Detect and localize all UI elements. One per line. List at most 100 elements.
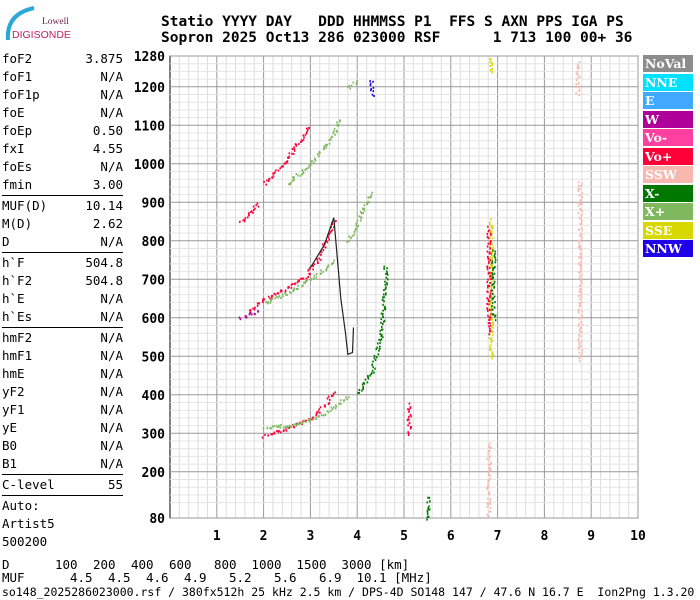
echo-point (319, 406, 322, 409)
echo-point (270, 433, 273, 436)
echo-point (493, 280, 496, 283)
y-tick-label: 400 (142, 389, 166, 404)
echo-point (362, 381, 365, 384)
echo-point (579, 244, 581, 247)
echo-point (267, 300, 269, 303)
parameter-value: N/A (100, 348, 123, 363)
echo-point (348, 84, 350, 87)
echo-point (577, 338, 580, 340)
echo-point (248, 313, 251, 316)
echo-point (318, 257, 320, 260)
echo-point (578, 86, 581, 89)
echo-point (257, 205, 260, 208)
echo-point (579, 188, 581, 191)
echo-point (491, 64, 494, 66)
echo-point (491, 258, 493, 261)
echo-point (293, 146, 295, 149)
auto-scaling-info: Auto: (2, 498, 40, 513)
echo-point (493, 295, 496, 298)
legend-item-vominus: Vo- (643, 129, 693, 146)
echo-point (367, 376, 369, 379)
echo-point (580, 252, 583, 255)
echo-point (355, 222, 358, 225)
echo-point (408, 402, 411, 405)
echo-point (262, 298, 264, 301)
echo-trace-xplus (265, 259, 335, 305)
parameter-value: N/A (100, 330, 123, 345)
echo-point (410, 426, 412, 428)
echo-point (491, 270, 494, 273)
echo-point (486, 486, 489, 489)
echo-point (380, 335, 382, 338)
echo-point (491, 305, 493, 308)
echo-point (489, 236, 491, 239)
echo-point (581, 323, 583, 326)
echo-point (492, 237, 494, 240)
echo-point (372, 360, 374, 363)
echo-point (363, 209, 366, 212)
echo-point (313, 274, 316, 277)
echo-point (253, 308, 256, 311)
echo-point (581, 213, 583, 216)
echo-point (318, 408, 320, 411)
echo-point (487, 286, 489, 289)
echo-point (311, 160, 313, 163)
echo-point (410, 415, 412, 418)
parameter-row: fxI 4.55 (2, 140, 123, 158)
parameter-value: N/A (100, 420, 123, 435)
echo-point (488, 229, 491, 232)
echo-point (489, 278, 492, 281)
echo-point (489, 455, 491, 458)
echo-point (488, 337, 491, 340)
echo-point (328, 398, 331, 401)
echo-point (305, 419, 308, 422)
parameter-row: hmF2 N/A (2, 329, 123, 347)
echo-trace-voplus (263, 126, 310, 186)
echo-point (362, 385, 364, 388)
echo-point (427, 496, 429, 499)
echo-point (330, 406, 333, 409)
echo-point (580, 214, 582, 217)
x-tick-label: 7 (494, 529, 502, 544)
echo-point (578, 346, 580, 348)
parameter-name: fxI (2, 141, 25, 156)
echo-point (580, 314, 583, 317)
echo-point (276, 292, 279, 295)
parameter-value: 4.55 (92, 141, 123, 156)
echo-point (579, 252, 582, 255)
echo-point (490, 286, 492, 289)
muf-cell: 100 (54, 557, 78, 572)
echo-point (315, 276, 317, 279)
echo-point (298, 143, 300, 146)
echo-point (307, 269, 309, 272)
echo-point (489, 329, 491, 332)
echo-point (320, 272, 323, 275)
parameter-row: h`F2 504.8 (2, 272, 123, 290)
echo-point (312, 416, 315, 419)
parameter-value: 3.875 (85, 51, 123, 66)
echo-point (490, 226, 493, 229)
echo-point (249, 312, 252, 315)
echo-point (262, 427, 265, 430)
echo-point (580, 292, 583, 295)
echo-point (380, 312, 383, 315)
muf-cell: 3000 (341, 557, 372, 572)
echo-point (334, 391, 337, 394)
echo-point (332, 394, 334, 397)
echo-point (301, 139, 303, 142)
echo-point (244, 315, 247, 318)
echo-point (366, 381, 369, 384)
echo-point (580, 354, 582, 357)
auto-scaling-info: Artist5 (2, 516, 55, 531)
echo-point (328, 138, 330, 141)
echo-point (579, 248, 581, 251)
echo-point (238, 316, 241, 319)
echo-point (491, 351, 493, 354)
footer-info: so148_2025286023000.rsf / 380fx512h 25 k… (2, 585, 695, 599)
echo-point (361, 383, 364, 386)
echo-point (489, 510, 492, 513)
echo-point (330, 226, 332, 229)
parameter-value: 3.00 (92, 177, 123, 192)
echo-point (489, 294, 491, 297)
y-tick-label: 700 (142, 273, 166, 288)
